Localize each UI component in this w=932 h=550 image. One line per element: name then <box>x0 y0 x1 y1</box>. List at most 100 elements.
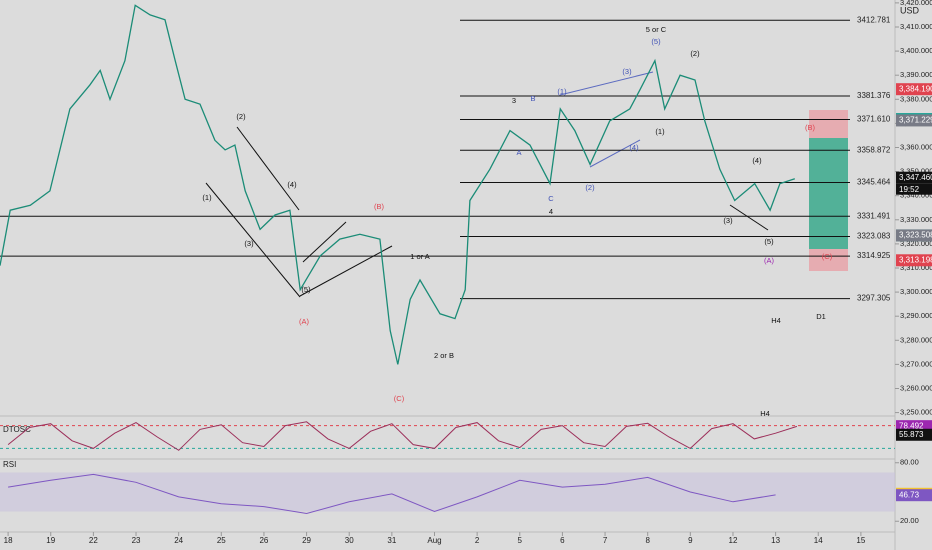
annotation: (1) <box>655 127 665 136</box>
level-label: 3345.464 <box>857 178 891 187</box>
annotation: C <box>548 194 554 203</box>
annotation: 3 <box>512 96 516 105</box>
x-tick-label: 13 <box>771 536 780 545</box>
x-tick-label: 30 <box>345 536 354 545</box>
channel-line <box>559 71 654 96</box>
annotation: H4 <box>771 316 781 325</box>
channel-line <box>589 139 641 168</box>
y-tick-label: 3,300.000 <box>900 287 932 296</box>
currency-label: USD <box>900 5 920 15</box>
panel-title: RSI <box>3 460 16 469</box>
x-tick-label: 31 <box>387 536 396 545</box>
price-badge-label: 3,323.508 <box>899 231 932 240</box>
x-tick-label: 5 <box>518 536 523 545</box>
x-tick-label: 18 <box>4 536 13 545</box>
annotation: 4 <box>549 207 553 216</box>
annotation: (4) <box>287 180 297 189</box>
y-tick-label: 3,350.000 <box>900 167 932 176</box>
x-tick-label: 29 <box>302 536 311 545</box>
level-label: 3371.610 <box>857 115 891 124</box>
level-label: 3297.305 <box>857 294 891 303</box>
y-tick-label: 20.00 <box>900 516 919 525</box>
risk-zone <box>809 110 848 138</box>
price-badge-label: 3,384.190 <box>899 84 932 93</box>
y-tick-label: 3,410.000 <box>900 22 932 31</box>
annotation: (C) <box>394 394 405 403</box>
panel-title: DTOSC <box>3 425 31 434</box>
series-line <box>7 421 798 451</box>
level-label: 3358.872 <box>857 145 891 154</box>
value-badge-label: 55.873 <box>899 430 924 439</box>
annotation: (A) <box>764 256 775 265</box>
y-tick-label: 3,320.000 <box>900 239 932 248</box>
risk-zone <box>809 249 848 271</box>
annotation: (4) <box>629 143 639 152</box>
x-tick-label: 25 <box>217 536 226 545</box>
x-tick-label: 9 <box>688 536 693 545</box>
annotation: (B) <box>805 123 816 132</box>
annotation: (3) <box>244 239 254 248</box>
countdown: 19:52 <box>899 185 920 194</box>
x-tick-label: Aug <box>427 536 441 545</box>
y-tick-label: 3,330.000 <box>900 215 932 224</box>
y-tick-label: 3,310.000 <box>900 263 932 272</box>
x-tick-label: 19 <box>46 536 55 545</box>
price-badge <box>896 114 932 127</box>
price-badge <box>896 254 932 267</box>
trend-lines <box>205 71 769 298</box>
y-tick-label: 3,360.000 <box>900 142 932 151</box>
countdown-box <box>896 183 932 195</box>
y-tick-label: 3,280.000 <box>900 335 932 344</box>
target-zone <box>809 138 848 249</box>
annotation: A <box>516 148 521 157</box>
y-tick-label: 3,250.000 <box>900 408 932 417</box>
annotation: (1) <box>202 193 212 202</box>
price-badge-label: 3,371.229 <box>899 116 932 125</box>
annotation: (A) <box>299 317 310 326</box>
series-line <box>8 473 776 515</box>
value-badge-label: 78.492 <box>899 421 924 430</box>
annotation: (C) <box>822 252 833 261</box>
y-tick-label: 3,420.000 <box>900 0 932 7</box>
x-tick-label: 7 <box>603 536 608 545</box>
annotation: D1 <box>816 312 826 321</box>
price-badge <box>896 83 932 96</box>
annotation: (4) <box>752 156 762 165</box>
rsi-band <box>0 472 895 512</box>
price-badge <box>896 171 932 184</box>
x-tick-label: 24 <box>174 536 183 545</box>
value-badge <box>896 428 932 441</box>
annotation: 5 or C <box>646 25 667 34</box>
x-tick-label: 26 <box>259 536 268 545</box>
x-tick-label: 12 <box>729 536 738 545</box>
value-badge-label: 46.73 <box>899 490 920 499</box>
level-label: 3412.781 <box>857 15 891 24</box>
x-tick-label: 8 <box>645 536 650 545</box>
level-label: 3381.376 <box>857 91 891 100</box>
annotation: (1) <box>557 87 567 96</box>
series-line <box>0 4 795 365</box>
price-badge-label: 3,347.460 <box>899 173 932 182</box>
level-label: 3314.925 <box>857 251 891 260</box>
annotation: (B) <box>374 202 385 211</box>
annotation: (3) <box>723 216 733 225</box>
annotation: H4 <box>760 409 770 418</box>
y-tick-label: 3,340.000 <box>900 191 932 200</box>
x-tick-label: 6 <box>560 536 565 545</box>
y-tick-label: 3,390.000 <box>900 70 932 79</box>
annotation: (2) <box>690 49 700 58</box>
value-badge <box>896 489 932 502</box>
annotation: 2 or B <box>434 351 454 360</box>
annotation: 1 or A <box>410 252 430 261</box>
level-label: 3323.083 <box>857 232 891 241</box>
annotation: (5) <box>651 37 661 46</box>
y-tick-label: 3,400.000 <box>900 46 932 55</box>
y-tick-label: 3,380.000 <box>900 94 932 103</box>
annotation: B <box>530 94 535 103</box>
price-badge-label: 3,313.198 <box>899 255 932 264</box>
x-tick-label: 15 <box>856 536 865 545</box>
channel-line <box>236 126 300 211</box>
channel-line <box>302 221 347 263</box>
x-tick-label: 22 <box>89 536 98 545</box>
